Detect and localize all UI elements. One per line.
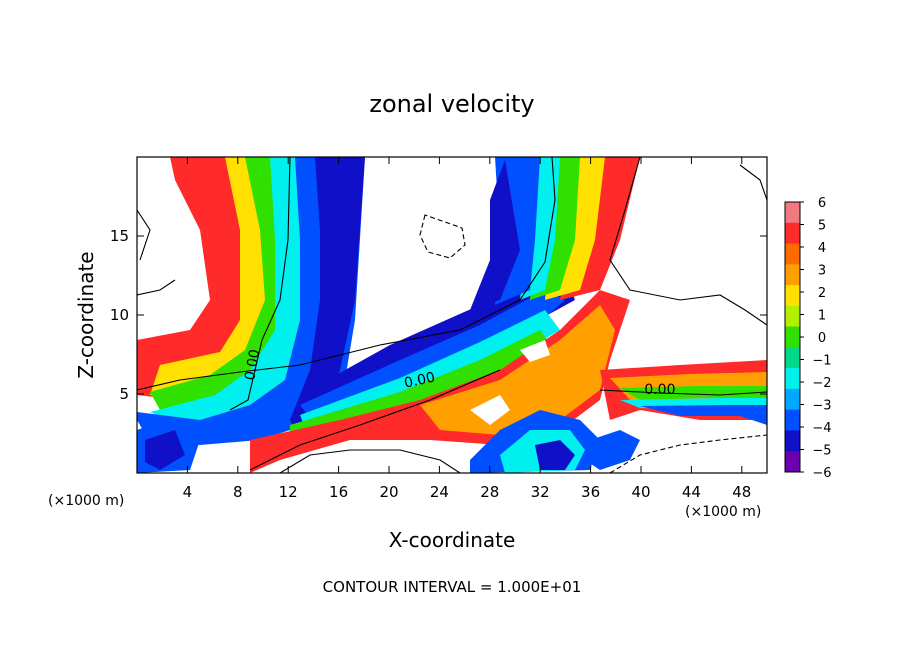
colorbar-label: 2 xyxy=(818,286,826,301)
contour-bottom xyxy=(279,449,461,473)
y-tick-label: 5 xyxy=(119,385,129,403)
colorbar-swatch xyxy=(785,451,800,473)
x-tick-label: 32 xyxy=(531,483,550,501)
colorbar-label: −5 xyxy=(812,444,831,459)
contour-zero-left xyxy=(229,157,291,411)
contour-label: 0.00 xyxy=(644,382,675,398)
colorbar-swatch xyxy=(785,388,800,411)
colorbar-swatch xyxy=(785,347,800,369)
hole-2 xyxy=(520,340,550,362)
x-tick-label: 40 xyxy=(631,483,650,501)
colorbar-label: −1 xyxy=(812,354,831,369)
contour-left-edge xyxy=(137,209,151,261)
contour-zero-right xyxy=(599,389,767,396)
x-tick-label: 24 xyxy=(430,483,449,501)
colorbar-label: 3 xyxy=(818,264,826,279)
colorbar-swatch xyxy=(785,305,800,328)
x-tick-label: 4 xyxy=(183,483,193,501)
colorbar-swatch xyxy=(785,430,800,452)
x-tick-label: 44 xyxy=(682,483,701,501)
right-band-green xyxy=(620,386,767,400)
right-band-blue xyxy=(640,405,767,425)
colorbar-swatch xyxy=(785,368,800,390)
contour-right-upper xyxy=(609,157,767,326)
contour-zero-low xyxy=(249,369,501,471)
shear-band-orange xyxy=(420,305,615,435)
dashed-contours xyxy=(419,214,767,473)
contour-right-edge xyxy=(739,164,767,201)
colorbar-label: 1 xyxy=(818,309,826,324)
x-tick-label: 36 xyxy=(581,483,600,501)
colorbar-swatch xyxy=(785,264,800,286)
hole-1 xyxy=(470,395,510,425)
colorbar-label: 6 xyxy=(818,196,826,211)
right-jet-navy xyxy=(470,160,520,310)
x-tick-label: 48 xyxy=(732,483,751,501)
colorbar-swatch xyxy=(785,222,800,245)
x-axis-unit-right: (×1000 m) xyxy=(685,504,761,520)
lower-mid-navy xyxy=(535,440,575,470)
chart-title: zonal velocity xyxy=(369,90,534,118)
colorbar-swatch xyxy=(785,202,800,224)
x-axis-label: X-coordinate xyxy=(389,528,516,552)
colorbar-label: 0 xyxy=(818,331,826,346)
colorbar-swatch xyxy=(785,285,800,307)
colorbar-label: 5 xyxy=(818,219,826,234)
contour-label: 0.00 xyxy=(403,370,437,392)
contour-labels: 0.00 0.00 0.00 xyxy=(242,348,675,398)
x-tick-label: 12 xyxy=(279,483,298,501)
colorbar-label: −2 xyxy=(812,376,831,391)
contour-left-lower xyxy=(137,279,176,296)
contour-label: 0.00 xyxy=(242,348,263,381)
contour-dashed-lower xyxy=(609,434,767,473)
x-tick-label: 28 xyxy=(480,483,499,501)
lower-left-navy xyxy=(145,430,185,470)
colorbar-swatch xyxy=(785,326,800,348)
y-axis-ticks: 5 10 15 xyxy=(110,227,767,403)
x-tick-label: 8 xyxy=(233,483,243,501)
velocity-field xyxy=(137,157,767,473)
colorbar-label: 4 xyxy=(818,241,826,256)
contour-interval-footer: CONTOUR INTERVAL = 1.000E+01 xyxy=(323,578,582,596)
left-jet-blue xyxy=(137,157,365,445)
colorbar-label: −3 xyxy=(812,399,831,414)
colorbar-swatch xyxy=(785,409,800,431)
left-jet-navy xyxy=(290,157,365,445)
colorbar-swatch xyxy=(785,243,800,265)
x-tick-label: 20 xyxy=(379,483,398,501)
lower-right-blue xyxy=(585,430,640,470)
y-tick-label: 10 xyxy=(110,306,129,324)
contour-dashed-upper xyxy=(419,214,466,259)
x-tick-label: 16 xyxy=(329,483,348,501)
x-axis-unit-left: (×1000 m) xyxy=(48,493,124,509)
colorbar: 6 5 4 3 2 1 0 −1 −2 −3 −4 −5 −6 xyxy=(784,196,832,481)
colorbar-label: −6 xyxy=(812,466,831,481)
y-axis-label: Z-coordinate xyxy=(74,251,98,378)
colorbar-label: −4 xyxy=(812,421,831,436)
x-axis-ticks: 4 8 12 16 20 24 28 32 36 40 44 48 xyxy=(183,157,751,501)
contour-lines xyxy=(137,157,767,473)
y-tick-label: 15 xyxy=(110,227,129,245)
contour-zero-shear xyxy=(137,157,556,391)
